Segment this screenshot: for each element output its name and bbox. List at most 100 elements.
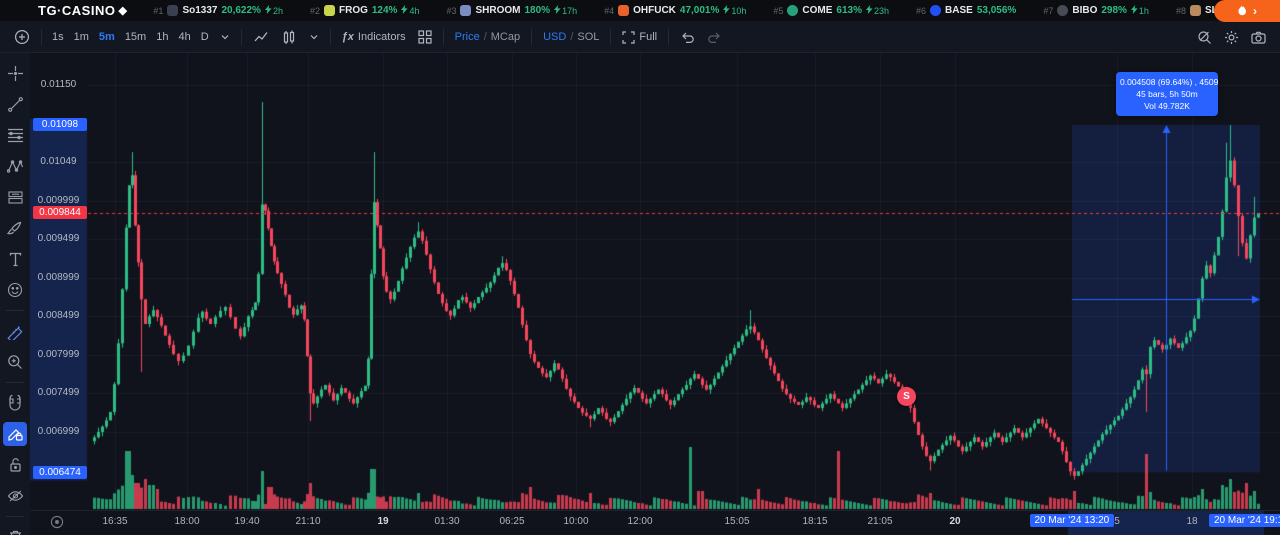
toolbar-divider <box>668 29 670 45</box>
trend-line-tool[interactable] <box>3 92 27 116</box>
lightning-icon <box>554 5 561 16</box>
line-chart-type-button[interactable] <box>247 24 275 50</box>
time-axis-label: 01:30 <box>434 516 460 527</box>
lightning-icon <box>264 5 272 16</box>
base-coin-icon <box>930 5 942 16</box>
ticker-duration: 10h <box>723 5 746 16</box>
sol-toggle-label: SOL <box>577 31 600 43</box>
ticker-change: 20,622% <box>221 5 261 16</box>
ticker-item-so1337[interactable]: #1 So1337 20,622% 2h <box>153 5 283 16</box>
remove-drawings-tool[interactable] <box>3 525 27 535</box>
lightning-icon <box>401 5 409 16</box>
price-mcap-toggle[interactable]: Price / MCap <box>449 24 526 50</box>
add-symbol-button[interactable] <box>8 24 36 50</box>
fullscreen-button[interactable]: Full <box>616 24 663 50</box>
position-tool[interactable] <box>3 185 27 209</box>
bibo-coin-icon <box>1057 5 1069 16</box>
price-axis-label: 0.006999 <box>37 426 80 438</box>
time-axis-label: 19:40 <box>234 516 260 527</box>
time-axis-label: 21:05 <box>867 516 893 527</box>
ticker-name: FROG <box>338 5 368 16</box>
plus-circle-icon <box>14 29 30 45</box>
toolbar-divider <box>531 29 533 45</box>
magnet-tool[interactable] <box>3 391 27 415</box>
flame-icon <box>1237 3 1247 19</box>
ticker-name: OHFUCK <box>633 5 676 16</box>
ticker-item-frog[interactable]: #2 FROG 124% 4h <box>310 5 419 16</box>
ticker-duration: 2h <box>264 5 283 16</box>
tools-divider <box>6 516 24 517</box>
time-axis-label: 18:00 <box>174 516 200 527</box>
undo-icon <box>680 31 695 43</box>
logo-diamond-icon: ◆ <box>118 5 128 17</box>
indicators-button[interactable]: ƒx Indicators <box>336 24 412 50</box>
measure-tooltip: 0.004508 (69.64%) , 4509 45 bars, 5h 50m… <box>1116 72 1218 116</box>
toolbar-divider <box>442 29 444 45</box>
usd-sol-toggle[interactable]: USD / SOL <box>537 24 605 50</box>
logo-text: TG·CASINO <box>38 3 116 18</box>
time-axis-label: 19 <box>377 516 389 527</box>
ticker-name: COME <box>802 5 833 16</box>
ticker-duration: 4h <box>401 5 419 16</box>
time-axis[interactable]: 16:35 18:00 19:40 21:10 19 01:30 06:25 10:00 12:… <box>0 510 1280 535</box>
time-axis-label: 20 <box>949 516 961 527</box>
hide-drawings-tool[interactable] <box>3 484 27 508</box>
settings-button[interactable] <box>1218 24 1245 50</box>
ticker-name: So1337 <box>182 5 218 16</box>
ticker-rank: #3 <box>446 5 457 16</box>
ruler-tool[interactable] <box>3 319 27 343</box>
zoom-in-icon <box>7 354 23 370</box>
toolbar-divider <box>610 29 612 45</box>
ticker-change: 613% <box>836 5 862 16</box>
fullscreen-label: Full <box>639 31 658 43</box>
ticker-item-ohfuck[interactable]: #4 OHFUCK 47,001% 10h <box>604 5 746 16</box>
timeframe-5m[interactable]: 5m <box>94 25 120 49</box>
measure-tooltip-line: 0.004508 (69.64%) , 4509 <box>1120 77 1219 87</box>
redo-button[interactable] <box>701 24 728 50</box>
ticker-item-base[interactable]: #6 BASE 53,056% <box>916 5 1016 16</box>
xabcd-pattern-tool[interactable] <box>3 154 27 178</box>
timeframe-1h[interactable]: 1h <box>151 25 173 49</box>
sell-marker[interactable]: S <box>897 387 916 406</box>
text-tool[interactable] <box>3 247 27 271</box>
zoom-in-tool[interactable] <box>3 350 27 374</box>
search-button[interactable] <box>1191 24 1218 50</box>
trash-icon <box>8 529 23 535</box>
candlestick-chart-type-button[interactable] <box>275 24 303 50</box>
time-settings-icon[interactable] <box>50 515 64 534</box>
ticker-item-bibo[interactable]: #7 BIBO 298% 1h <box>1043 5 1149 16</box>
trending-ticker-list: #1 So1337 20,622% 2h #2 FROG 124% 4h #3 SHROOM 180… <box>153 5 1280 16</box>
undo-button[interactable] <box>674 24 701 50</box>
ticker-duration: 23h <box>866 5 889 16</box>
ticker-more-button[interactable]: › <box>1214 0 1280 22</box>
mcap-toggle-label: MCap <box>490 31 521 43</box>
drawing-edit-lock-tool[interactable] <box>3 422 27 446</box>
price-axis-label: 0.008999 <box>37 271 80 283</box>
magnet-icon <box>7 395 23 411</box>
price-axis-label: 0.007999 <box>37 348 80 360</box>
ticker-change: 180% <box>524 5 551 16</box>
ticker-item-shroom[interactable]: #3 SHROOM 180% 17h <box>446 5 577 16</box>
timeframe-4h[interactable]: 4h <box>173 25 195 49</box>
timeframe-D[interactable]: D <box>196 25 214 49</box>
ticker-duration: 17h <box>554 5 577 16</box>
ticker-item-come[interactable]: #5 COME 613% 23h <box>773 5 889 16</box>
price-axis-label: 0.007499 <box>37 387 80 399</box>
timeframe-15m[interactable]: 15m <box>120 25 151 49</box>
chart-type-menu-button[interactable] <box>303 24 325 50</box>
lock-all-tool[interactable] <box>3 453 27 477</box>
timeframe-menu-button[interactable] <box>214 24 236 50</box>
brush-tool[interactable] <box>3 216 27 240</box>
timeframe-1s[interactable]: 1s <box>47 25 69 49</box>
tg-casino-logo[interactable]: TG·CASINO ◆ <box>0 3 127 18</box>
snapshot-button[interactable] <box>1245 24 1272 50</box>
layout-grid-button[interactable] <box>412 24 438 50</box>
fib-retracement-tool[interactable] <box>3 123 27 147</box>
timeframe-1m[interactable]: 1m <box>69 25 94 49</box>
toolbar-divider <box>240 29 242 45</box>
emoji-tool[interactable] <box>3 278 27 302</box>
crosshair-icon <box>7 65 24 82</box>
crosshair-tool[interactable] <box>3 61 27 85</box>
